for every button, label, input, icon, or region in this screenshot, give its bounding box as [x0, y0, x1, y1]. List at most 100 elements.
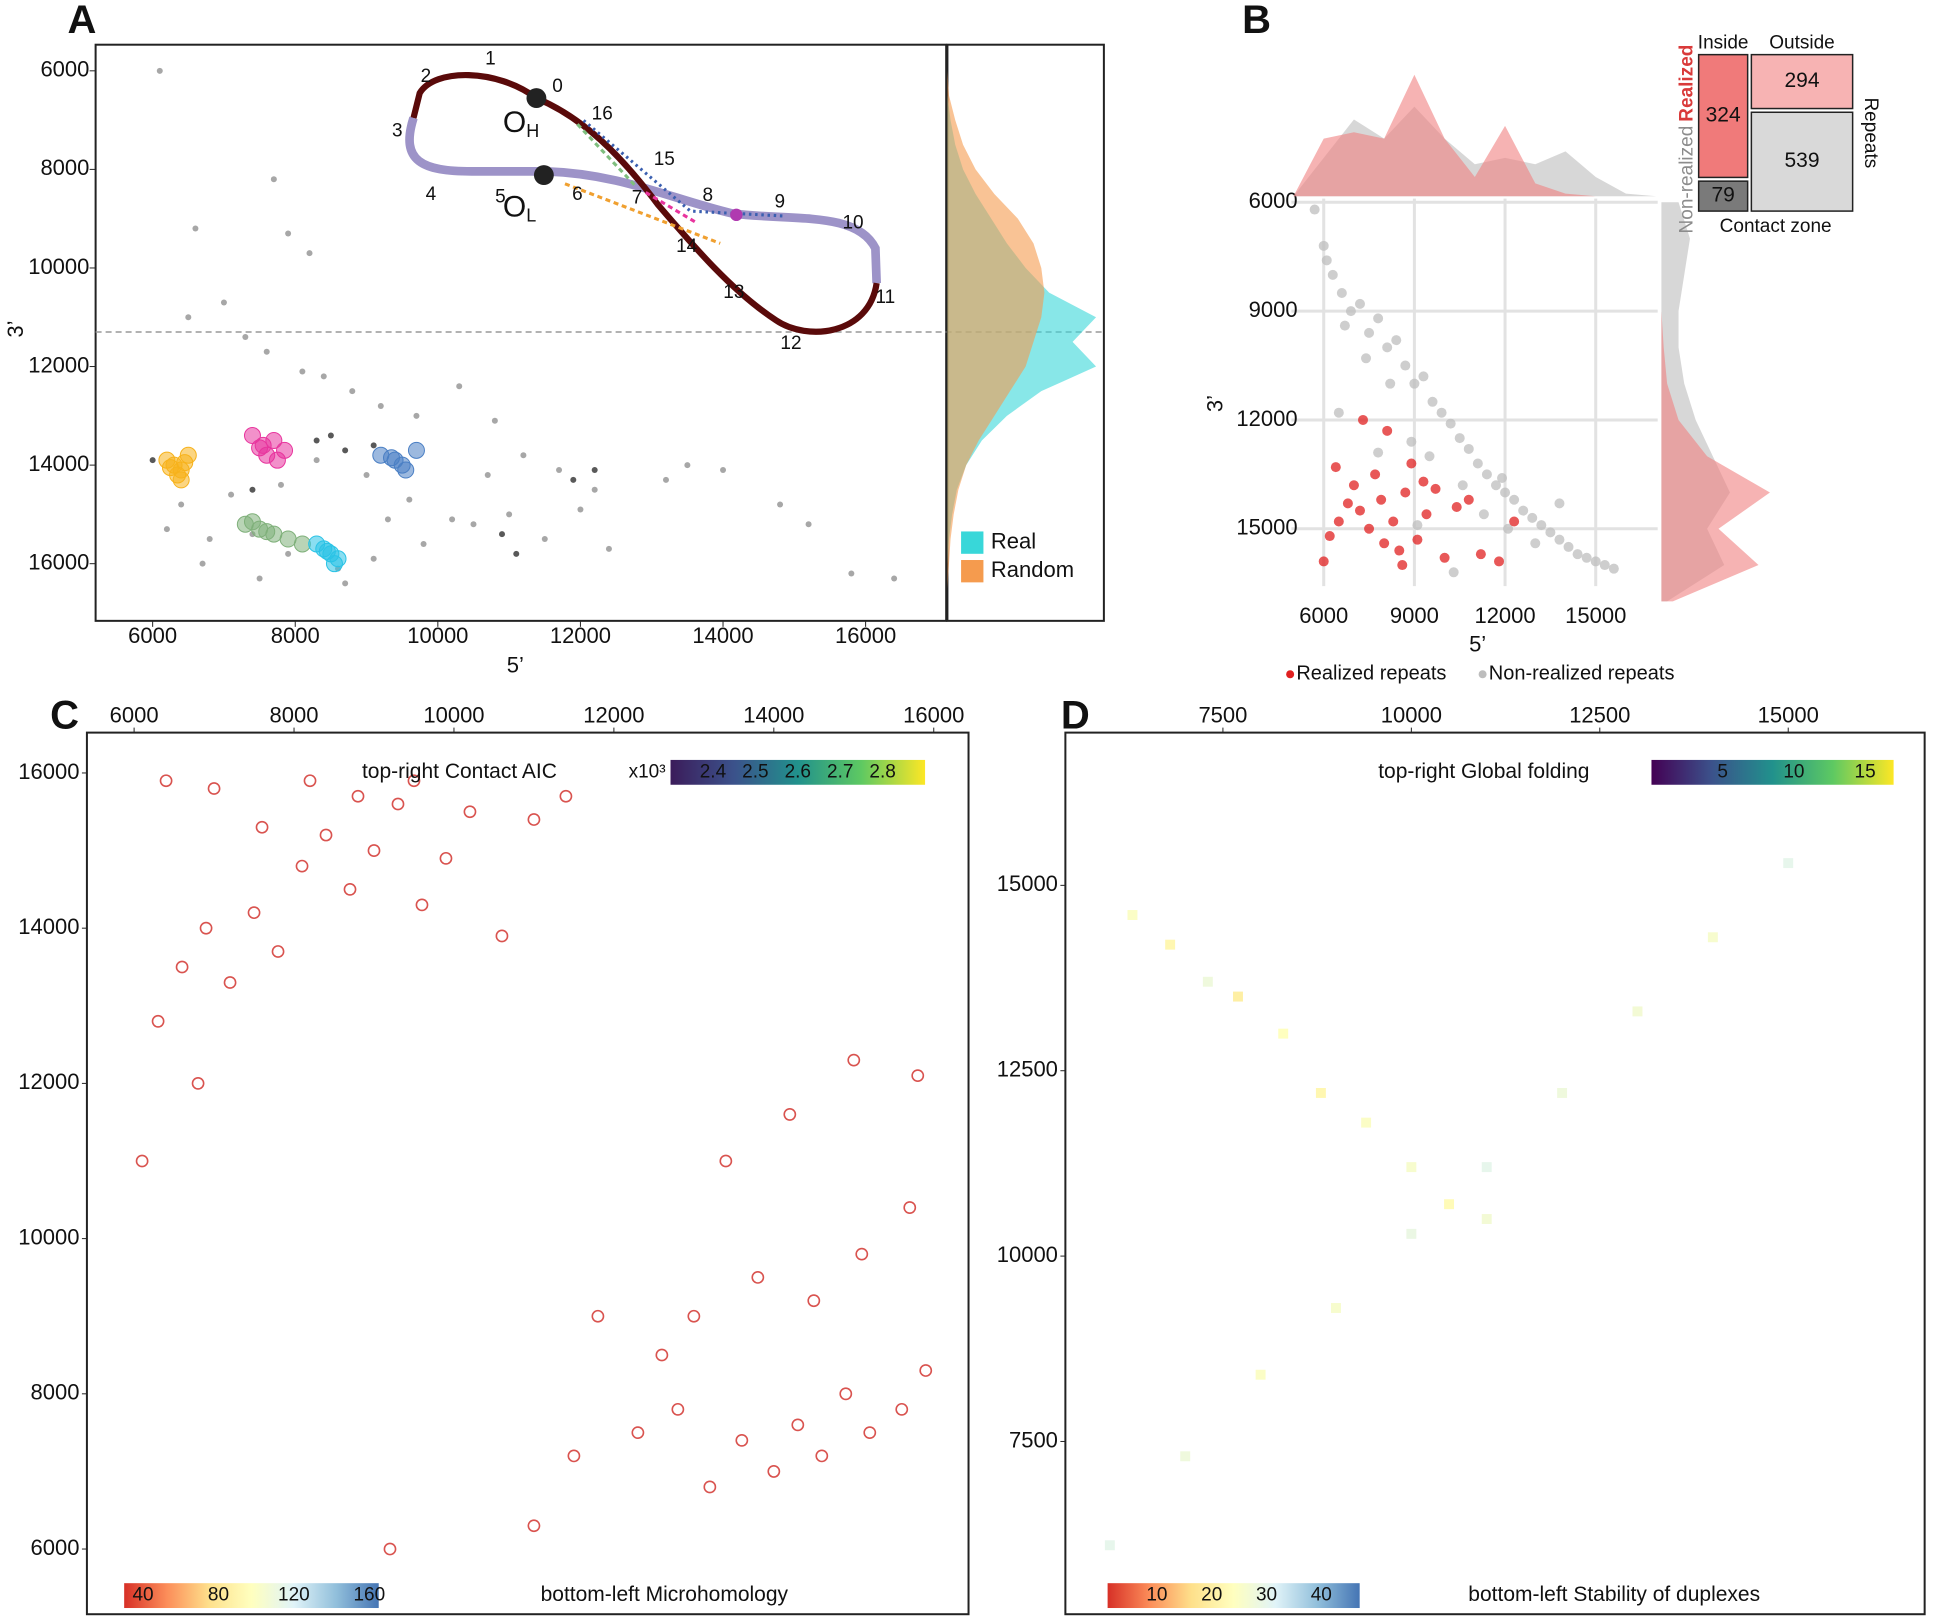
x-tick-label: 6000 [110, 702, 159, 727]
plot-frame [85, 731, 970, 1616]
loop-label: 16 [592, 103, 613, 124]
loop-label: 5 [495, 186, 506, 207]
point [1509, 516, 1520, 527]
y-tick-label: 10000 [997, 1242, 1058, 1267]
point [320, 373, 327, 380]
point [299, 368, 306, 375]
point [1472, 458, 1483, 469]
contact-point [407, 774, 421, 788]
x-tick-label: 12000 [583, 702, 644, 727]
contact-point [351, 789, 365, 803]
point [277, 481, 284, 488]
legend-swatch [961, 531, 984, 554]
contact-point [199, 921, 213, 935]
mosaic-value: 294 [1784, 69, 1819, 92]
point [1430, 483, 1441, 494]
point [256, 575, 263, 582]
legend-swatch [961, 560, 984, 583]
colorbar [1107, 1583, 1360, 1609]
x-axis-label: 5’ [1469, 632, 1486, 657]
loop-label: 15 [654, 149, 675, 170]
colorbar-title: top-right Global folding [1378, 760, 1589, 783]
loop-label: 2 [421, 66, 432, 87]
density-area [1293, 74, 1657, 197]
origin-sub: L [526, 205, 536, 225]
contact-point [751, 1271, 765, 1284]
point [1370, 469, 1381, 480]
point [605, 545, 612, 552]
point [363, 471, 370, 478]
point [279, 530, 297, 548]
contact-point [159, 774, 173, 788]
origin-main: O [503, 106, 526, 139]
y-tick-label: 6000 [40, 57, 89, 82]
point [265, 431, 283, 449]
point [420, 540, 427, 547]
contact-point [847, 1053, 861, 1067]
highlight-cell [1165, 939, 1176, 950]
point [1333, 516, 1344, 527]
point [1530, 538, 1541, 549]
origin-dot [533, 165, 554, 186]
x-axis-label: Contact zone [1720, 216, 1832, 237]
point [1373, 447, 1384, 458]
contact-point [303, 774, 317, 788]
colorbar-tick-label: 80 [208, 1585, 229, 1606]
point [556, 467, 563, 474]
loop-label: 6 [572, 184, 583, 205]
point [1406, 458, 1417, 469]
colorbar-tick-label: 160 [353, 1585, 385, 1606]
point [1451, 502, 1462, 513]
highlight-cell [1481, 1214, 1492, 1224]
loop-label: 10 [842, 213, 863, 234]
point [1599, 560, 1610, 571]
contact-point [655, 1348, 669, 1362]
point [1457, 480, 1468, 491]
column-label: Inside [1698, 32, 1749, 53]
point [1545, 527, 1556, 538]
y-tick-label: 10000 [28, 254, 89, 279]
y-tick-label: 15000 [1236, 515, 1297, 540]
point [370, 555, 377, 562]
x-tick-label: 15000 [1758, 702, 1819, 727]
point [384, 516, 391, 523]
plot-frame [1064, 731, 1926, 1616]
point [1554, 498, 1565, 509]
point [1354, 298, 1365, 309]
colorbar-title: bottom-left Stability of duplexes [1468, 1583, 1760, 1606]
point [285, 230, 292, 237]
contact-point [151, 1014, 165, 1028]
contact-point [791, 1418, 805, 1432]
origin-dot [526, 88, 547, 109]
point [1397, 560, 1408, 571]
point [577, 506, 584, 513]
contact-point [703, 1480, 717, 1494]
x-tick-label: 8000 [270, 702, 319, 727]
point [327, 432, 334, 439]
colorbar-tick-label: 2.7 [827, 761, 853, 782]
x-tick-label: 16000 [903, 702, 964, 727]
loop-label: 8 [702, 185, 713, 206]
loop-diagram [405, 72, 881, 335]
point [306, 250, 313, 257]
x-tick-label: 7500 [1198, 702, 1247, 727]
point [1333, 407, 1344, 418]
point [684, 462, 691, 469]
contact-point [463, 805, 477, 819]
contact-point [671, 1402, 685, 1416]
mosaic-cell [1697, 180, 1749, 212]
origin-label: OL [503, 191, 536, 226]
y-axis-label: 3’ [1203, 395, 1228, 412]
point [1361, 353, 1372, 364]
point [777, 501, 784, 508]
contact-point [367, 844, 381, 857]
x-tick-label: 15000 [1565, 603, 1626, 628]
point [1409, 378, 1420, 389]
point [1345, 306, 1356, 317]
point [1418, 476, 1429, 487]
colorbar-tick-label: 30 [1256, 1585, 1277, 1606]
contact-point [567, 1449, 581, 1463]
point [591, 486, 598, 493]
contact-point [175, 960, 189, 974]
